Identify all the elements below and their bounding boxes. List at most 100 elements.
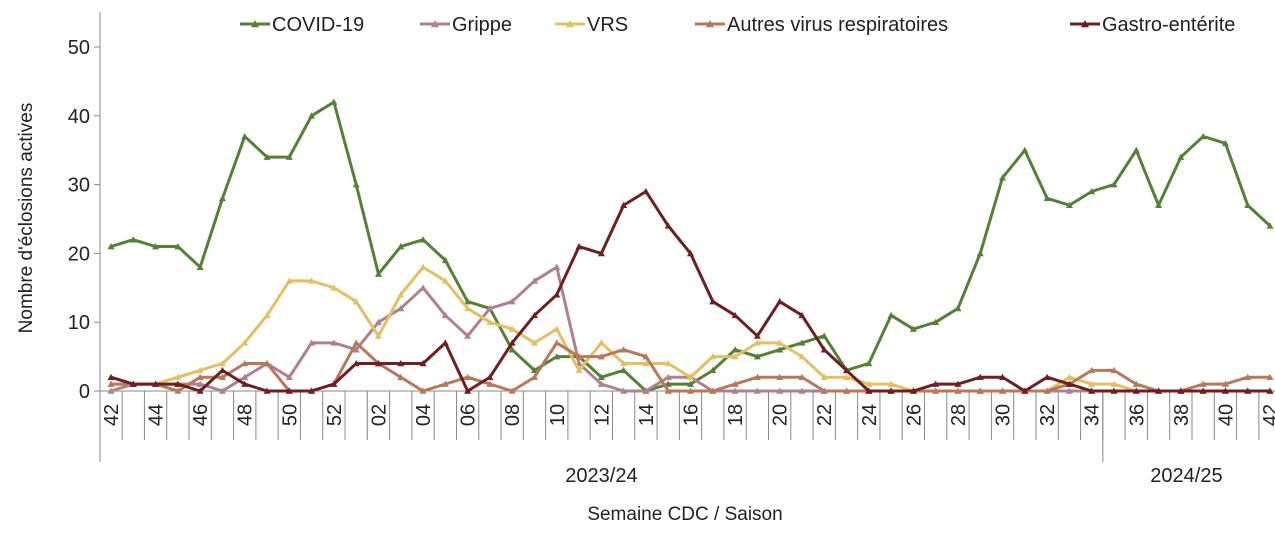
point (285, 387, 293, 394)
point (954, 304, 962, 312)
point (464, 387, 472, 394)
x-tick-label: 50 (279, 404, 301, 426)
point (932, 318, 940, 325)
point (1132, 146, 1140, 153)
point (464, 332, 472, 339)
point (776, 373, 784, 381)
point (1110, 366, 1118, 374)
point (397, 373, 405, 381)
point (419, 387, 427, 394)
point (798, 373, 806, 381)
point (218, 194, 226, 202)
x-tick-label: 48 (235, 404, 257, 426)
point (508, 298, 516, 305)
point (530, 373, 538, 381)
point (843, 387, 851, 394)
point (196, 263, 204, 270)
point (218, 373, 226, 381)
point (464, 304, 472, 312)
point (308, 112, 316, 119)
point (976, 387, 984, 394)
point (285, 153, 293, 160)
point (1088, 187, 1096, 195)
point (954, 387, 962, 394)
x-tick-label: 40 (1215, 404, 1237, 426)
point (1043, 373, 1051, 381)
series-line (110, 189, 1270, 393)
series-line (111, 265, 1270, 393)
point (107, 380, 115, 387)
x-tick-label: 52 (324, 404, 346, 426)
point (308, 277, 316, 284)
point (174, 387, 182, 394)
point (709, 366, 717, 374)
point (575, 366, 583, 374)
point (530, 277, 538, 284)
x-tick-label: 18 (725, 404, 747, 426)
point (129, 380, 137, 387)
point (597, 353, 605, 360)
point (575, 243, 583, 250)
point (1244, 201, 1252, 209)
point (865, 387, 873, 394)
point (731, 353, 739, 360)
point (887, 387, 895, 394)
point (798, 311, 806, 319)
point (1266, 387, 1274, 394)
point (374, 318, 382, 325)
y-axis-title: Nombre d'éclosions actives (16, 103, 37, 334)
point (553, 353, 561, 360)
point (419, 284, 427, 291)
x-tick-label: 06 (458, 404, 480, 426)
point (330, 284, 338, 291)
point (1065, 373, 1073, 381)
x-tick-label: 28 (948, 404, 970, 426)
point (620, 387, 628, 394)
point (664, 373, 672, 381)
point (687, 387, 694, 394)
point (1088, 380, 1096, 387)
point (464, 373, 472, 381)
point (776, 387, 784, 394)
point (419, 236, 427, 243)
legend-label: Grippe (452, 14, 512, 36)
point (1266, 373, 1274, 381)
point (486, 380, 494, 387)
point (865, 380, 873, 387)
point (508, 339, 516, 346)
point (932, 387, 940, 394)
x-tick-label: 46 (190, 404, 212, 426)
point (887, 380, 895, 387)
point (241, 339, 249, 346)
point (419, 359, 427, 367)
point (776, 298, 784, 305)
point (330, 339, 338, 346)
point (976, 373, 984, 381)
point (731, 387, 739, 394)
point (575, 353, 583, 360)
point (530, 339, 538, 346)
point (597, 373, 605, 381)
point (798, 339, 806, 346)
point (954, 380, 962, 387)
point (1065, 201, 1073, 209)
point (397, 243, 405, 250)
point (865, 359, 873, 367)
point (308, 339, 316, 346)
point (441, 311, 449, 319)
point (1065, 380, 1073, 387)
point (508, 325, 516, 332)
legend-marker (566, 20, 574, 28)
point (107, 373, 115, 381)
point (1065, 387, 1073, 394)
point (441, 339, 449, 346)
point (620, 359, 628, 367)
point (843, 366, 851, 374)
point (731, 380, 739, 387)
point (597, 339, 605, 346)
point (798, 353, 806, 360)
point (620, 346, 628, 353)
point (553, 263, 561, 270)
point (820, 373, 828, 381)
point (174, 243, 182, 250)
